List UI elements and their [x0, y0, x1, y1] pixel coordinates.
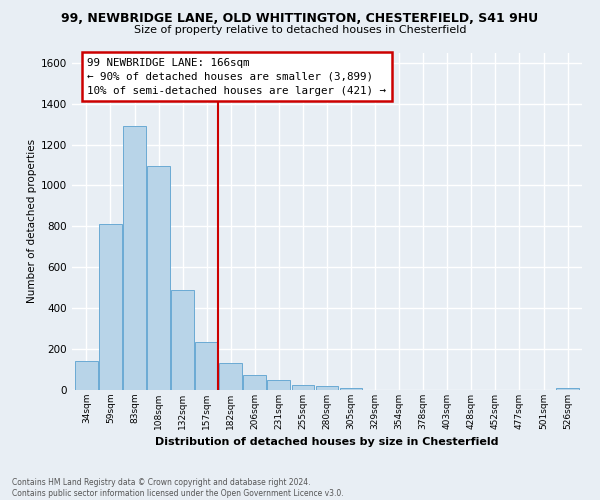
- Bar: [99, 224, 122, 390]
- X-axis label: Distribution of detached houses by size in Chesterfield: Distribution of detached houses by size …: [155, 438, 499, 448]
- Y-axis label: Number of detached properties: Number of detached properties: [27, 139, 37, 304]
- Bar: [147, 166, 170, 390]
- Bar: [220, 364, 242, 390]
- Bar: [556, 388, 579, 390]
- Bar: [292, 385, 314, 390]
- Bar: [340, 388, 362, 390]
- Bar: [195, 342, 218, 390]
- Bar: [171, 290, 194, 390]
- Text: Contains HM Land Registry data © Crown copyright and database right 2024.
Contai: Contains HM Land Registry data © Crown c…: [12, 478, 344, 498]
- Bar: [75, 362, 98, 390]
- Text: Size of property relative to detached houses in Chesterfield: Size of property relative to detached ho…: [134, 25, 466, 35]
- Bar: [123, 126, 146, 390]
- Text: 99, NEWBRIDGE LANE, OLD WHITTINGTON, CHESTERFIELD, S41 9HU: 99, NEWBRIDGE LANE, OLD WHITTINGTON, CHE…: [61, 12, 539, 26]
- Bar: [268, 380, 290, 390]
- Text: 99 NEWBRIDGE LANE: 166sqm
← 90% of detached houses are smaller (3,899)
10% of se: 99 NEWBRIDGE LANE: 166sqm ← 90% of detac…: [88, 58, 386, 96]
- Bar: [244, 374, 266, 390]
- Bar: [316, 386, 338, 390]
